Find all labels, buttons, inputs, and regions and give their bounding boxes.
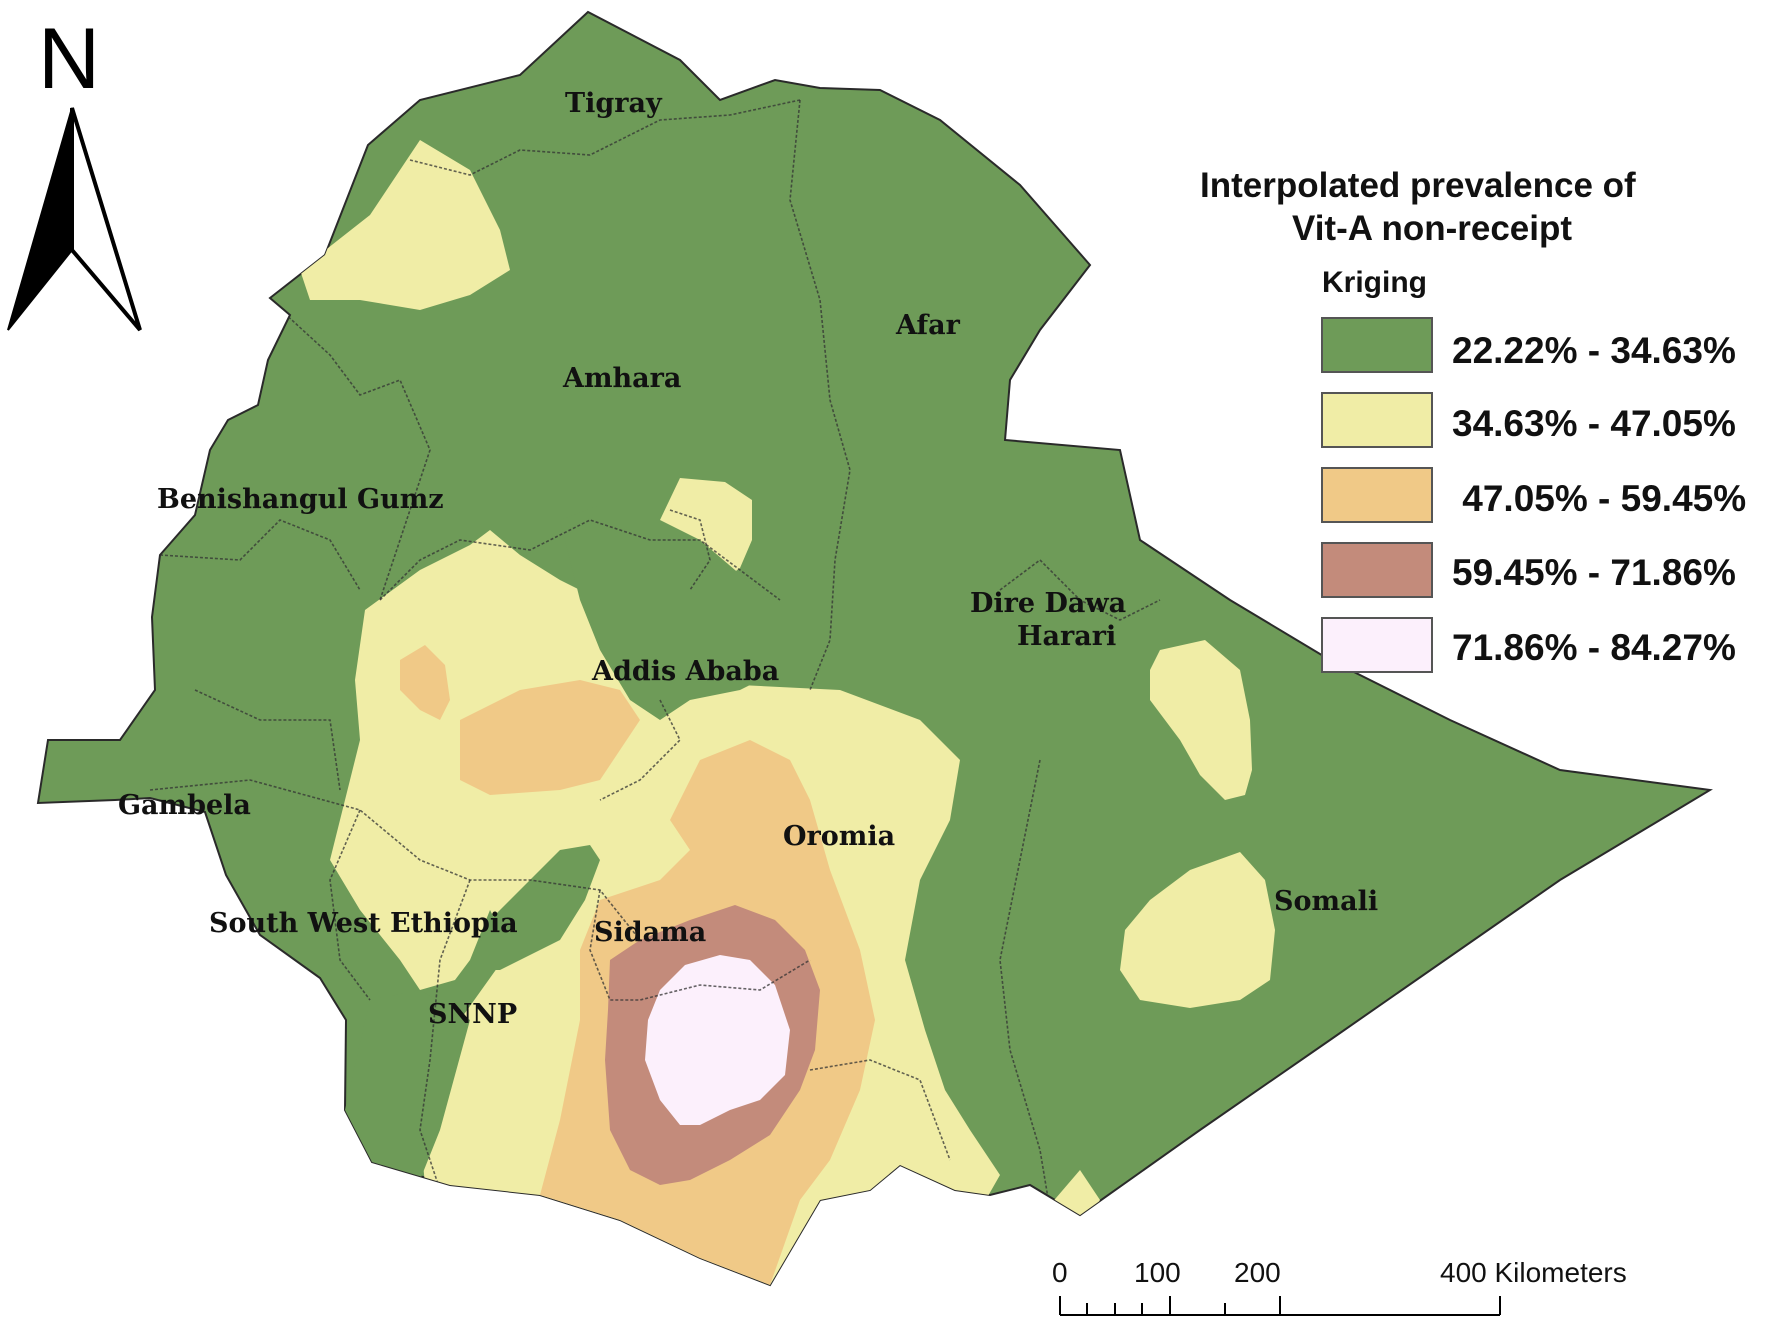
label-gambela: Gambela <box>118 790 251 821</box>
zone-class-1-snnp-west <box>345 990 470 1180</box>
zone-class-3-west <box>400 645 450 720</box>
label-addis-ababa: Addis Ababa <box>591 656 779 687</box>
north-letter: N <box>38 11 100 107</box>
legend-label-5: 71.86% - 84.27% <box>1452 627 1736 668</box>
label-amhara: Amhara <box>562 363 681 394</box>
label-tigray: Tigray <box>565 88 663 119</box>
legend-swatch-5 <box>1321 617 1433 673</box>
zone-class-2-northwest <box>300 140 510 310</box>
legend-label-4: 59.45% - 71.86% <box>1452 552 1736 593</box>
label-somali: Somali <box>1274 886 1378 917</box>
scale-bar: 0 100 200 400 Kilometers <box>1052 1257 1627 1316</box>
legend-swatch-3 <box>1321 467 1433 523</box>
legend-label-3: 47.05% - 59.45% <box>1452 478 1746 519</box>
legend-subtitle: Kriging <box>1322 266 1427 299</box>
label-south-west-ethiopia: South West Ethiopia <box>209 908 518 939</box>
legend-title-line1: Interpolated prevalence of <box>1200 166 1636 205</box>
label-dire-dawa: Dire Dawa <box>970 588 1126 619</box>
label-harari: Harari <box>1017 621 1116 652</box>
zone-class-2-somali-north <box>1150 640 1252 800</box>
scale-tick-200: 200 <box>1234 1257 1281 1288</box>
label-snnp: SNNP <box>428 999 517 1030</box>
scale-bar-ticks <box>1059 1296 1501 1315</box>
legend: Interpolated prevalence of Vit-A non-rec… <box>1200 166 1746 673</box>
legend-swatch-4 <box>1321 542 1433 598</box>
north-arrow-left-half <box>7 107 73 331</box>
label-afar: Afar <box>895 310 961 341</box>
north-arrow-right-half <box>70 107 142 332</box>
zone-class-5 <box>645 955 790 1125</box>
zone-class-3-central-west <box>460 680 640 795</box>
legend-swatch-2 <box>1321 392 1433 448</box>
legend-swatch-1 <box>1321 317 1433 373</box>
label-oromia: Oromia <box>783 821 895 852</box>
label-benishangul-gumz: Benishangul Gumz <box>157 484 444 515</box>
scale-tick-0: 0 <box>1052 1257 1068 1288</box>
scale-tick-400: 400 Kilometers <box>1440 1257 1627 1288</box>
zone-class-1-addis-corridor <box>560 505 800 720</box>
legend-label-2: 34.63% - 47.05% <box>1452 403 1736 444</box>
scale-tick-100: 100 <box>1134 1257 1181 1288</box>
legend-title-line2: Vit-A non-receipt <box>1292 209 1572 248</box>
legend-label-1: 22.22% - 34.63% <box>1452 330 1736 371</box>
zone-class-1-southwest-pocket <box>470 845 600 970</box>
zone-class-2-somali-south <box>1120 852 1275 1008</box>
north-arrow: N <box>7 11 142 332</box>
label-sidama: Sidama <box>594 917 706 948</box>
region-boundaries <box>149 99 1161 1211</box>
